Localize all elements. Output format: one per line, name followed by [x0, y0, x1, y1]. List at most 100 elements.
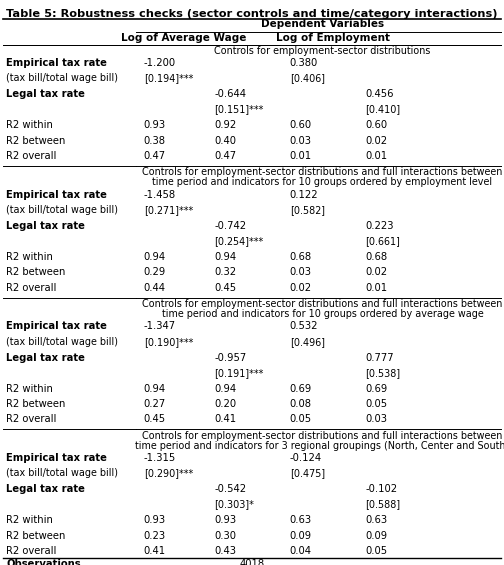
Text: Empirical tax rate: Empirical tax rate: [6, 58, 107, 68]
Text: 4018: 4018: [239, 559, 265, 565]
Text: Dependent Variables: Dependent Variables: [261, 19, 384, 29]
Text: 0.44: 0.44: [144, 282, 166, 293]
Text: 0.09: 0.09: [290, 531, 312, 541]
Text: 0.47: 0.47: [144, 151, 166, 161]
Text: [0.538]: [0.538]: [365, 368, 401, 378]
Text: 0.01: 0.01: [365, 151, 388, 161]
Text: 0.20: 0.20: [214, 399, 236, 409]
Text: Empirical tax rate: Empirical tax rate: [6, 453, 107, 463]
Text: 0.08: 0.08: [290, 399, 312, 409]
Text: R2 within: R2 within: [6, 384, 53, 394]
Text: 0.38: 0.38: [144, 136, 166, 146]
Text: -1.200: -1.200: [144, 58, 176, 68]
Text: Legal tax rate: Legal tax rate: [6, 221, 85, 231]
Text: R2 within: R2 within: [6, 252, 53, 262]
Text: 0.223: 0.223: [365, 221, 394, 231]
Text: Legal tax rate: Legal tax rate: [6, 484, 85, 494]
Text: time period and indicators for 10 groups ordered by employment level: time period and indicators for 10 groups…: [153, 177, 492, 188]
Text: [0.661]: [0.661]: [365, 236, 400, 246]
Text: R2 between: R2 between: [6, 267, 66, 277]
Text: [0.254]***: [0.254]***: [214, 236, 264, 246]
Text: [0.190]***: [0.190]***: [144, 337, 193, 347]
Text: 0.41: 0.41: [214, 414, 236, 424]
Text: Legal tax rate: Legal tax rate: [6, 353, 85, 363]
Text: -0.124: -0.124: [290, 453, 322, 463]
Text: 0.45: 0.45: [214, 282, 236, 293]
Text: [0.271]***: [0.271]***: [144, 205, 193, 215]
Text: 0.01: 0.01: [365, 282, 388, 293]
Text: Empirical tax rate: Empirical tax rate: [6, 321, 107, 332]
Text: 0.60: 0.60: [365, 120, 388, 131]
Text: Log of Employment: Log of Employment: [276, 33, 390, 43]
Text: [0.496]: [0.496]: [290, 337, 325, 347]
Text: 0.93: 0.93: [214, 515, 236, 525]
Text: -1.315: -1.315: [144, 453, 176, 463]
Text: 0.02: 0.02: [365, 267, 388, 277]
Text: [0.191]***: [0.191]***: [214, 368, 264, 378]
Text: 0.94: 0.94: [144, 384, 166, 394]
Text: 0.94: 0.94: [214, 384, 236, 394]
Text: 0.122: 0.122: [290, 190, 319, 200]
Text: Empirical tax rate: Empirical tax rate: [6, 190, 107, 200]
Text: [0.406]: [0.406]: [290, 73, 325, 84]
Text: 0.02: 0.02: [365, 136, 388, 146]
Text: 0.94: 0.94: [144, 252, 166, 262]
Text: R2 overall: R2 overall: [6, 282, 56, 293]
Text: -0.542: -0.542: [214, 484, 246, 494]
Text: 0.03: 0.03: [365, 414, 388, 424]
Text: 0.380: 0.380: [290, 58, 318, 68]
Text: -1.458: -1.458: [144, 190, 176, 200]
Text: 0.40: 0.40: [214, 136, 236, 146]
Text: 0.68: 0.68: [365, 252, 388, 262]
Text: Controls for employment-sector distributions: Controls for employment-sector distribut…: [214, 46, 431, 56]
Text: [0.475]: [0.475]: [290, 468, 325, 479]
Text: 0.04: 0.04: [290, 546, 312, 556]
Text: -0.644: -0.644: [214, 89, 246, 99]
Text: Table 5: Robustness checks (sector controls and time/category interactions): Table 5: Robustness checks (sector contr…: [6, 9, 498, 19]
Text: 0.45: 0.45: [144, 414, 166, 424]
Text: 0.30: 0.30: [214, 531, 236, 541]
Text: (tax bill/total wage bill): (tax bill/total wage bill): [6, 73, 118, 84]
Text: [0.588]: [0.588]: [365, 499, 401, 510]
Text: 0.05: 0.05: [365, 546, 388, 556]
Text: (tax bill/total wage bill): (tax bill/total wage bill): [6, 337, 118, 347]
Text: 0.93: 0.93: [144, 515, 166, 525]
Text: Controls for employment-sector distributions and full interactions between: Controls for employment-sector distribut…: [142, 299, 503, 309]
Text: 0.32: 0.32: [214, 267, 236, 277]
Text: time period and indicators for 3 regional groupings (North, Center and South): time period and indicators for 3 regiona…: [136, 441, 504, 451]
Text: 0.43: 0.43: [214, 546, 236, 556]
Text: 0.05: 0.05: [290, 414, 312, 424]
Text: 0.47: 0.47: [214, 151, 236, 161]
Text: Observations: Observations: [6, 559, 81, 565]
Text: R2 between: R2 between: [6, 531, 66, 541]
Text: [0.151]***: [0.151]***: [214, 105, 264, 115]
Text: 0.03: 0.03: [290, 136, 312, 146]
Text: [0.194]***: [0.194]***: [144, 73, 193, 84]
Text: 0.63: 0.63: [290, 515, 312, 525]
Text: R2 between: R2 between: [6, 399, 66, 409]
Text: [0.290]***: [0.290]***: [144, 468, 193, 479]
Text: [0.303]*: [0.303]*: [214, 499, 254, 510]
Text: 0.27: 0.27: [144, 399, 166, 409]
Text: R2 within: R2 within: [6, 515, 53, 525]
Text: Log of Average Wage: Log of Average Wage: [121, 33, 246, 43]
Text: R2 overall: R2 overall: [6, 546, 56, 556]
Text: (tax bill/total wage bill): (tax bill/total wage bill): [6, 468, 118, 479]
Text: 0.01: 0.01: [290, 151, 312, 161]
Text: 0.05: 0.05: [365, 399, 388, 409]
Text: 0.456: 0.456: [365, 89, 394, 99]
Text: [0.410]: [0.410]: [365, 105, 401, 115]
Text: 0.93: 0.93: [144, 120, 166, 131]
Text: 0.23: 0.23: [144, 531, 166, 541]
Text: 0.02: 0.02: [290, 282, 312, 293]
Text: 0.532: 0.532: [290, 321, 319, 332]
Text: R2 between: R2 between: [6, 136, 66, 146]
Text: 0.94: 0.94: [214, 252, 236, 262]
Text: R2 overall: R2 overall: [6, 151, 56, 161]
Text: 0.69: 0.69: [365, 384, 388, 394]
Text: 0.29: 0.29: [144, 267, 166, 277]
Text: 0.03: 0.03: [290, 267, 312, 277]
Text: 0.92: 0.92: [214, 120, 236, 131]
Text: (tax bill/total wage bill): (tax bill/total wage bill): [6, 205, 118, 215]
Text: [0.582]: [0.582]: [290, 205, 325, 215]
